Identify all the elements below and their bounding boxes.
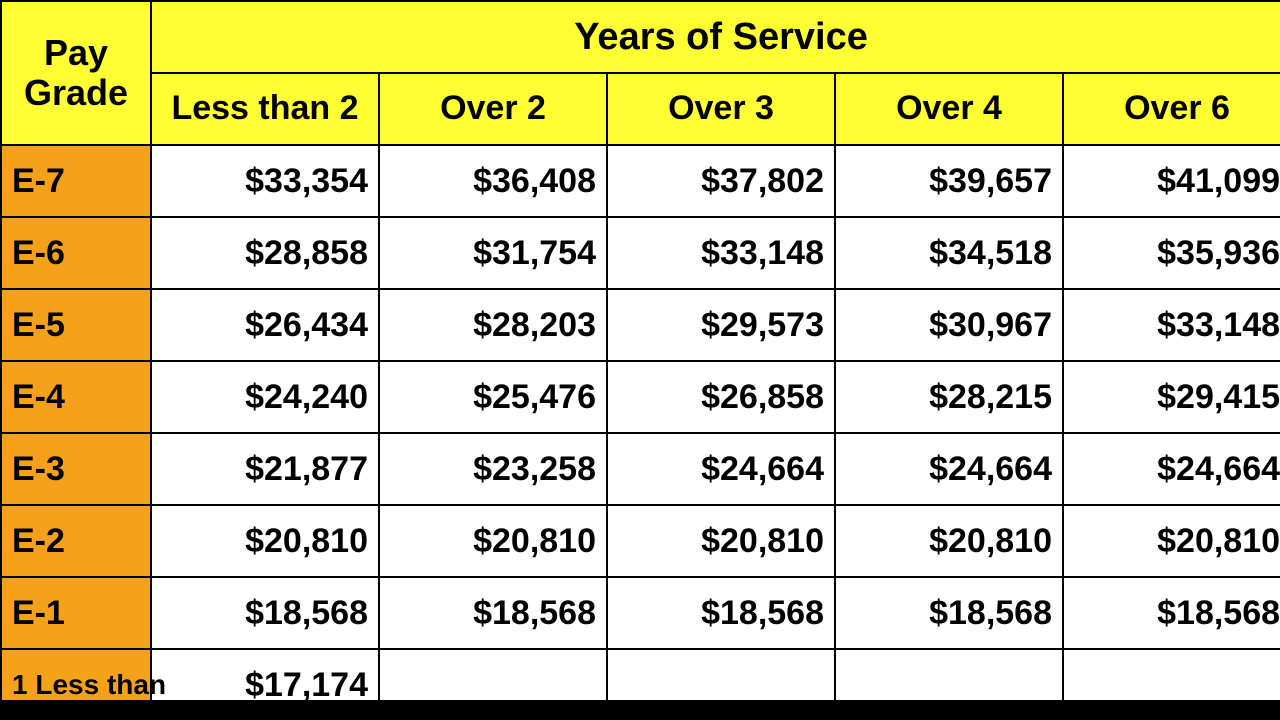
value-cell: $18,568: [1063, 577, 1280, 649]
value-cell: $28,203: [379, 289, 607, 361]
value-cell: $25,476: [379, 361, 607, 433]
header-row-top: Pay Grade Years of Service: [1, 1, 1280, 73]
value-cell: $18,568: [835, 577, 1063, 649]
value-cell: $28,858: [151, 217, 379, 289]
stage: Pay Grade Years of Service Less than 2 O…: [0, 0, 1280, 720]
table-body: E-7 $33,354 $36,408 $37,802 $39,657 $41,…: [1, 145, 1280, 720]
value-cell: $20,810: [835, 505, 1063, 577]
col-header-over-2: Over 2: [379, 73, 607, 145]
col-header-over-3: Over 3: [607, 73, 835, 145]
value-cell: $24,664: [835, 433, 1063, 505]
value-cell: $26,434: [151, 289, 379, 361]
value-cell: $20,810: [607, 505, 835, 577]
value-cell: $23,258: [379, 433, 607, 505]
value-cell: $20,810: [151, 505, 379, 577]
pay-grade-header: Pay Grade: [1, 1, 151, 145]
value-cell: $24,240: [151, 361, 379, 433]
value-cell: $18,568: [607, 577, 835, 649]
col-header-less-than-2: Less than 2: [151, 73, 379, 145]
col-header-over-4: Over 4: [835, 73, 1063, 145]
table-row: E-3 $21,877 $23,258 $24,664 $24,664 $24,…: [1, 433, 1280, 505]
header-row-cols: Less than 2 Over 2 Over 3 Over 4 Over 6: [1, 73, 1280, 145]
value-cell: $18,568: [151, 577, 379, 649]
grade-cell: E-4: [1, 361, 151, 433]
grade-cell: E-1: [1, 577, 151, 649]
value-cell: $21,877: [151, 433, 379, 505]
value-cell: $28,215: [835, 361, 1063, 433]
value-cell: $31,754: [379, 217, 607, 289]
table-row: E-4 $24,240 $25,476 $26,858 $28,215 $29,…: [1, 361, 1280, 433]
table-row: E-1 $18,568 $18,568 $18,568 $18,568 $18,…: [1, 577, 1280, 649]
grade-cell: E-7: [1, 145, 151, 217]
value-cell: $33,354: [151, 145, 379, 217]
value-cell: $37,802: [607, 145, 835, 217]
value-cell: $20,810: [1063, 505, 1280, 577]
value-cell: $30,967: [835, 289, 1063, 361]
grade-cell: E-3: [1, 433, 151, 505]
years-of-service-header: Years of Service: [151, 1, 1280, 73]
value-cell: $24,664: [1063, 433, 1280, 505]
value-cell: $29,415: [1063, 361, 1280, 433]
value-cell: $33,148: [607, 217, 835, 289]
value-cell: $29,573: [607, 289, 835, 361]
value-cell: $20,810: [379, 505, 607, 577]
pay-grade-table: Pay Grade Years of Service Less than 2 O…: [0, 0, 1280, 720]
value-cell: $36,408: [379, 145, 607, 217]
col-header-over-6: Over 6: [1063, 73, 1280, 145]
value-cell: $26,858: [607, 361, 835, 433]
table-row: E-5 $26,434 $28,203 $29,573 $30,967 $33,…: [1, 289, 1280, 361]
value-cell: $41,099: [1063, 145, 1280, 217]
table-row: E-6 $28,858 $31,754 $33,148 $34,518 $35,…: [1, 217, 1280, 289]
letterbox-bottom: [0, 700, 1280, 720]
value-cell: $33,148: [1063, 289, 1280, 361]
grade-cell: E-5: [1, 289, 151, 361]
grade-cell: E-6: [1, 217, 151, 289]
value-cell: $34,518: [835, 217, 1063, 289]
grade-cell: E-2: [1, 505, 151, 577]
value-cell: $39,657: [835, 145, 1063, 217]
table-row: E-2 $20,810 $20,810 $20,810 $20,810 $20,…: [1, 505, 1280, 577]
pay-table-sheet: Pay Grade Years of Service Less than 2 O…: [0, 0, 1280, 720]
value-cell: $35,936: [1063, 217, 1280, 289]
value-cell: $24,664: [607, 433, 835, 505]
table-row: E-7 $33,354 $36,408 $37,802 $39,657 $41,…: [1, 145, 1280, 217]
value-cell: $18,568: [379, 577, 607, 649]
